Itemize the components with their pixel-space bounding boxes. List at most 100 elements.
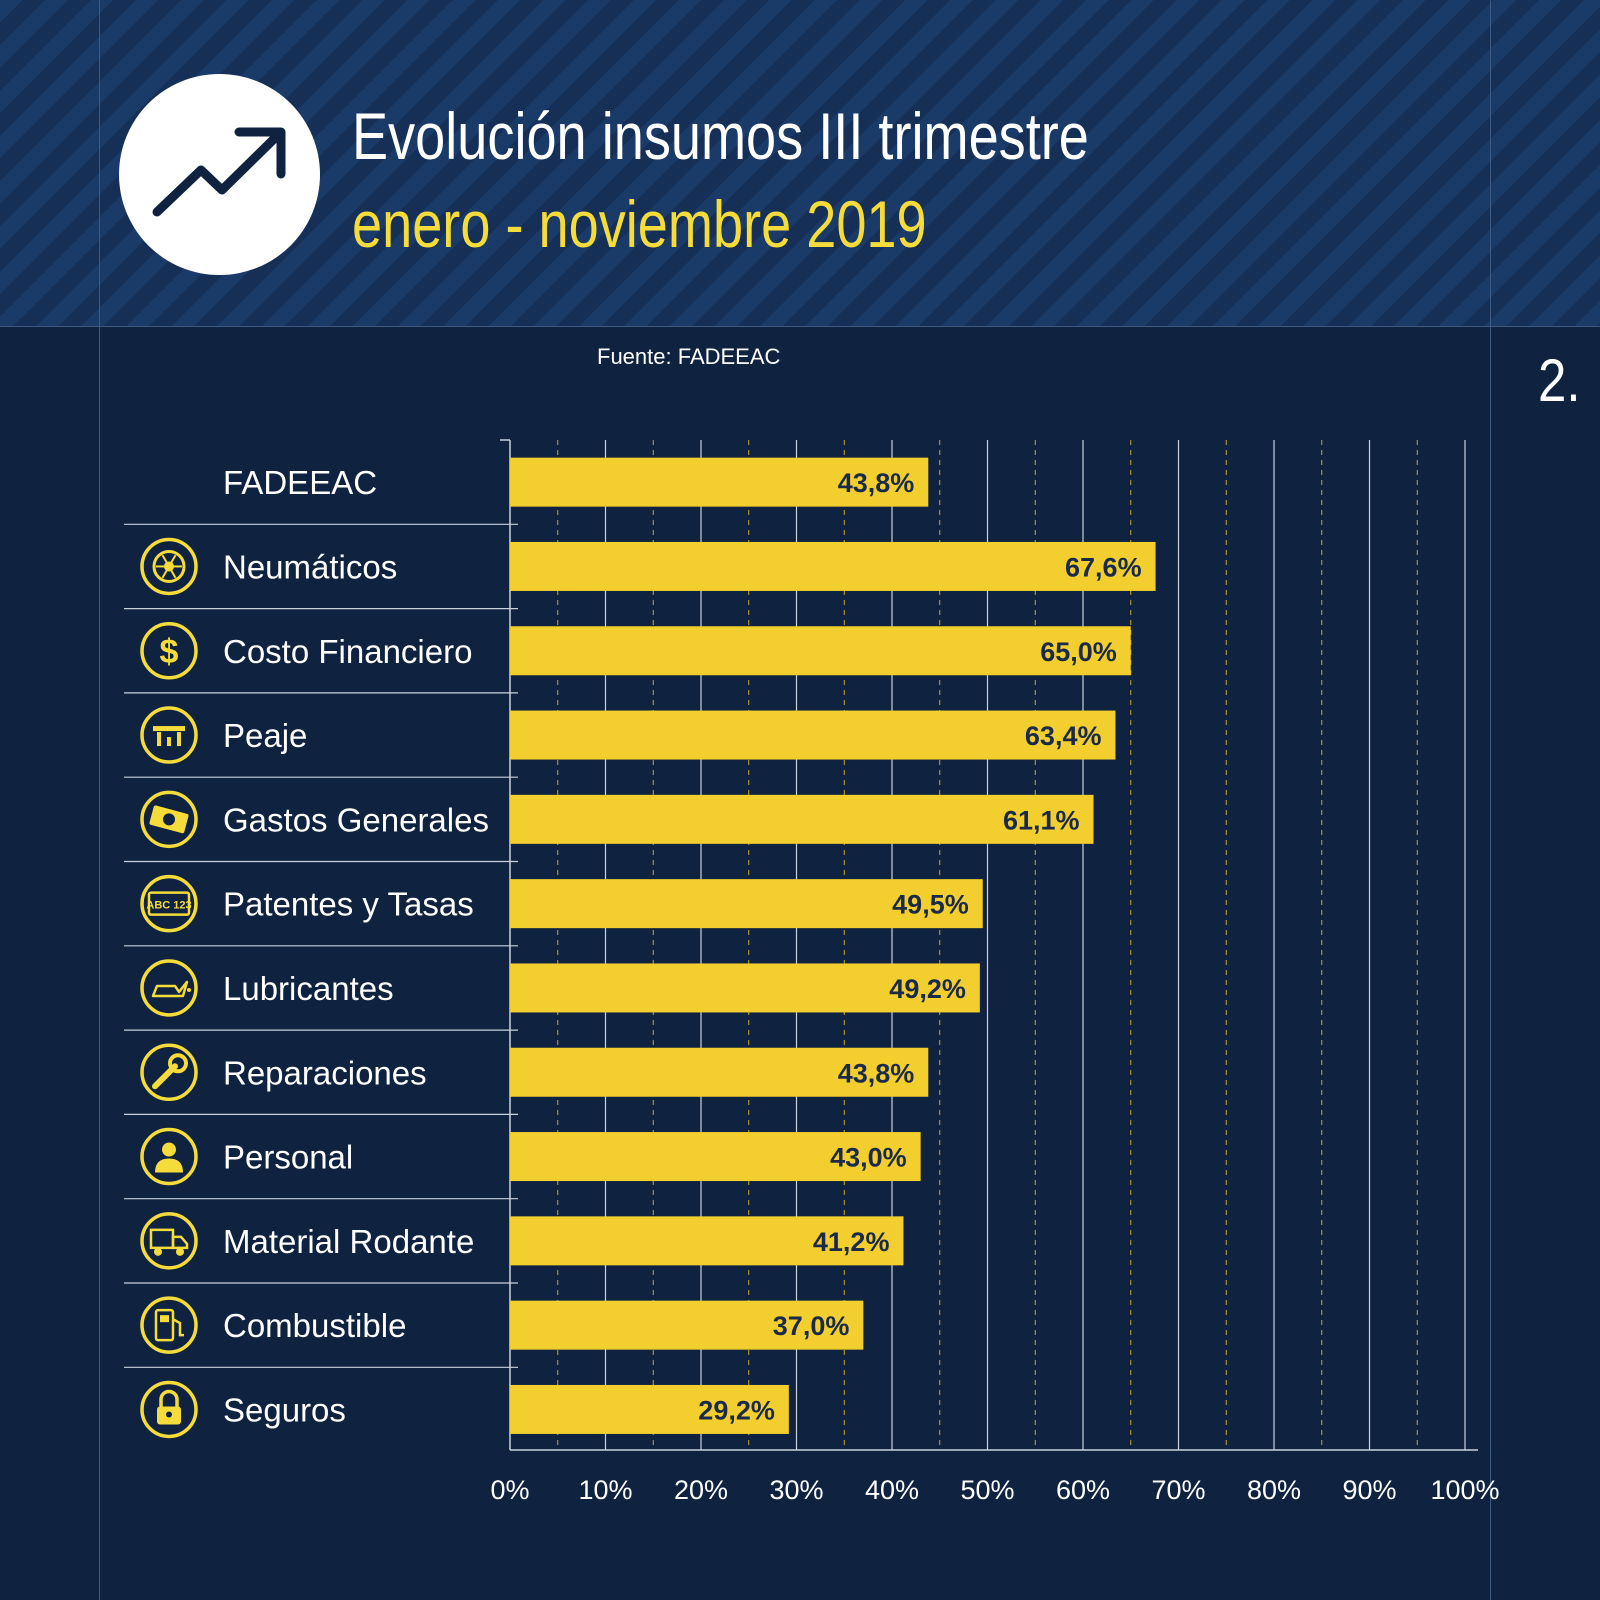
tire-spoke [161,554,170,567]
truck-wheel [176,1247,184,1256]
bar-value-label: 67,6% [1065,552,1142,582]
toll-post-mid [167,737,171,747]
chart-title: Evolución insumos III trimestre [352,99,1089,173]
category-label: FADEEAC [223,464,377,501]
pump-window [160,1315,169,1323]
frame-line-right [1490,0,1491,1600]
icon-ring [140,537,198,596]
tire-icon [140,537,198,596]
dollar-sign: $ [160,633,179,671]
frame-line-left [99,0,100,1600]
bar [510,626,1131,676]
category-label: Seguros [223,1391,346,1428]
license-plate-icon: ABC 123 [140,874,198,933]
bill-center [163,813,175,826]
bar-value-label: 43,0% [830,1143,907,1173]
x-tick-label: 50% [960,1475,1014,1505]
toll-post-right [177,732,181,747]
bar [510,1216,904,1266]
x-tick-label: 0% [490,1475,529,1505]
icon-ring [140,1043,198,1101]
icon-ring [140,1296,198,1354]
category-label: Reparaciones [223,1054,427,1091]
tire-spoke [161,565,170,579]
bar-value-label: 49,5% [892,890,969,920]
person-body [155,1158,183,1173]
money-bill-icon [140,790,198,849]
person-head [162,1142,176,1157]
category-label: Patentes y Tasas [223,886,474,923]
bar [510,879,983,929]
toll-bar [153,726,185,732]
icon-ring [140,790,198,849]
category-label: Material Rodante [223,1223,474,1260]
plate-text: ABC 123 [146,900,191,912]
bar [510,1132,921,1182]
bar [510,457,929,507]
icon-ring [140,1127,198,1186]
frame-line-header [0,326,1600,327]
toll-barrier-icon [140,706,198,764]
bar [510,963,980,1013]
x-tick-label: 80% [1247,1475,1301,1505]
x-tick-label: 10% [578,1475,632,1505]
truck-wheel [154,1247,162,1256]
icon-ring [140,874,198,933]
pump-hose [172,1318,184,1337]
dollar-coin-icon: $ [140,622,198,680]
bar-value-label: 29,2% [698,1395,775,1425]
fuel-pump-icon [140,1296,198,1354]
oil-can-icon [140,959,198,1017]
x-tick-label: 100% [1430,1475,1499,1505]
bar [510,541,1156,591]
bar-value-label: 43,8% [838,1058,915,1088]
x-tick-label: 20% [674,1475,728,1505]
icon-ring [140,1380,198,1439]
bar-value-label: 41,2% [813,1227,890,1257]
icon-ring [140,706,198,764]
truck-box [149,1228,175,1250]
trend-up-arrow-icon [152,127,286,217]
bar-value-label: 63,4% [1025,721,1102,751]
wrench-icon [140,1043,198,1101]
x-tick-label: 40% [865,1475,919,1505]
tire-spoke [168,554,177,567]
bar-value-label: 43,8% [838,468,915,498]
source-note: Fuente: FADEEAC [597,344,781,369]
category-label: Peaje [223,717,307,754]
bar-value-label: 37,0% [773,1311,850,1341]
icon-ring [140,1212,198,1270]
bar [510,710,1116,760]
lock-shackle [159,1389,179,1408]
bar [510,1047,929,1097]
bar [510,1384,789,1434]
category-label: Costo Financiero [223,633,472,670]
header-logo [119,74,320,275]
category-label: Lubricantes [223,970,394,1007]
icon-ring [140,622,198,680]
tire-spoke [168,565,177,579]
person-icon [140,1127,198,1186]
bar-value-label: 65,0% [1040,637,1117,667]
bar [510,794,1094,844]
category-label: Gastos Generales [223,801,489,838]
page-number: 2. [1538,347,1581,414]
tire-outer [152,549,186,583]
plate [147,891,191,916]
toll-post-left [157,732,161,747]
category-label: Neumáticos [223,548,397,585]
chart-subtitle: enero - noviembre 2019 [352,187,927,261]
truck-icon [140,1212,198,1270]
x-tick-label: 60% [1056,1475,1110,1505]
pump-body [154,1308,175,1342]
x-tick-label: 90% [1342,1475,1396,1505]
x-tick-label: 30% [769,1475,823,1505]
category-label: Personal [223,1139,353,1176]
lock-keyhole [166,1411,172,1418]
x-tick-label: 70% [1151,1475,1205,1505]
truck-cab [171,1235,189,1250]
wrench-head [168,1053,188,1074]
bar-value-label: 49,2% [889,974,966,1004]
